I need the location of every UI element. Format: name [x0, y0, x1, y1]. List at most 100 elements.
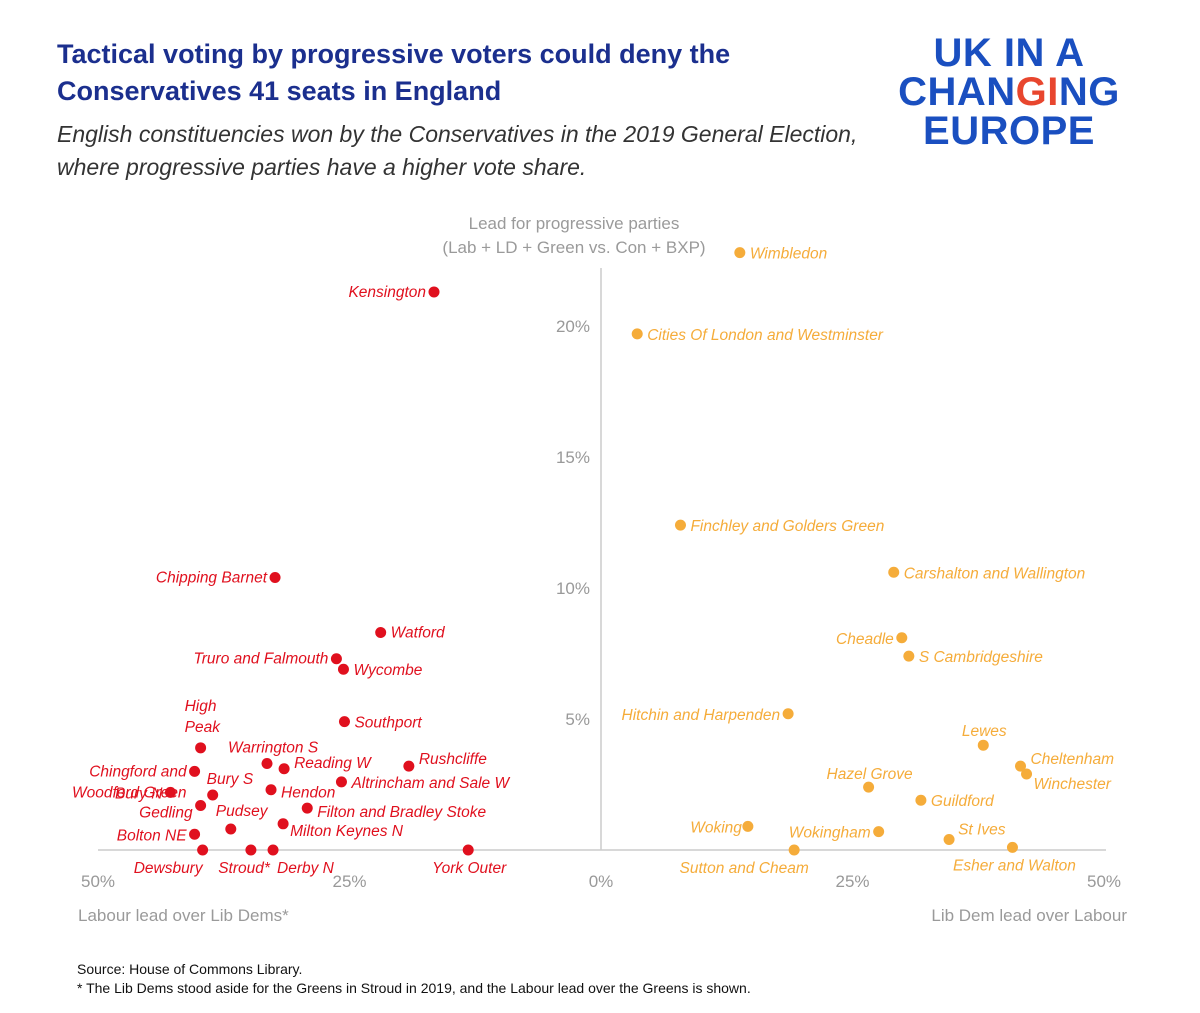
point-hitchin-and-harpenden	[782, 708, 794, 720]
data-points: Kensington Chipping Barnet Watford Truro an…	[72, 246, 1114, 877]
point-truro-and-falmouth	[330, 653, 342, 665]
point-gedling	[195, 799, 207, 811]
point-label: S Cambridgeshire	[919, 649, 1043, 666]
point-label: Filton and Bradley Stoke	[317, 804, 486, 821]
point-label: Cheltenham	[1031, 751, 1115, 768]
point-label: Guildford	[931, 793, 995, 810]
point-label: Cheadle	[836, 631, 894, 648]
uk-in-a-changing-europe-logo: UK IN A CHANGING EUROPE	[874, 31, 1144, 153]
point-label: Watford	[391, 625, 446, 642]
point-label: Truro and Falmouth	[193, 651, 328, 668]
x-tick-labels: 50% 25% 0% 25% 50%	[81, 872, 1121, 891]
point-label: Stroud*	[218, 860, 271, 877]
point-southport	[338, 716, 350, 728]
chart-footer: Source: House of Commons Library. * The …	[77, 960, 751, 998]
point-label: Carshalton and Wallington	[904, 565, 1086, 582]
x-tick-label: 50%	[81, 872, 115, 891]
point-label: Woking	[690, 819, 742, 836]
point-label: Lewes	[962, 723, 1007, 740]
point-label: Reading W	[294, 755, 372, 772]
point-warrington-s	[261, 758, 273, 770]
point-sutton-and-cheam	[788, 844, 800, 856]
logo-line-2b: G	[1015, 70, 1048, 114]
point-label: Bolton NE	[117, 827, 187, 844]
x-tick-label: 0%	[589, 872, 614, 891]
point-bury-s	[207, 789, 219, 801]
point-label: Wycombe	[353, 662, 422, 679]
chart-subtitle: English constituencies won by the Conser…	[57, 121, 858, 180]
logo-line-2c: I	[1047, 70, 1059, 114]
point-guildford	[915, 794, 927, 806]
logo-line-3: EUROPE	[923, 109, 1095, 153]
point-label: Hazel Grove	[827, 766, 914, 783]
y-tick-label: 20%	[556, 317, 590, 336]
point-stroud	[245, 844, 257, 856]
point-label: Derby N	[277, 860, 335, 877]
point-lewes	[977, 739, 989, 751]
point-label: High Peak	[185, 698, 222, 736]
point-label: Winchester	[1034, 776, 1112, 793]
point-label: Pudsey	[216, 803, 269, 820]
point-label: Altrincham and Sale W	[350, 775, 510, 792]
chart-title: Tactical voting by progressive voters co…	[57, 39, 731, 106]
point-high-peak	[195, 742, 207, 754]
point-label: Hendon	[281, 785, 335, 802]
logo-line-1: UK IN A	[933, 31, 1085, 75]
point-woking	[742, 820, 754, 832]
y-axis-title-line-2: (Lab + LD + Green vs. Con + BXP)	[442, 238, 705, 257]
point-label: Dewsbury	[134, 860, 204, 877]
footnote: * The Lib Dems stood aside for the Green…	[77, 980, 751, 996]
point-label: Finchley and Golders Green	[690, 518, 884, 535]
point-altrincham-and-sale-w	[335, 776, 347, 788]
point-label: Milton Keynes N	[290, 823, 404, 840]
logo-line-2: CHANGING	[874, 70, 1144, 114]
point-label: Bury S	[207, 771, 254, 788]
chart-axes: Lead for progressive parties (Lab + LD +…	[78, 214, 1127, 925]
point-milton-keynes-n	[277, 818, 289, 830]
point-carshalton-and-wallington	[888, 566, 900, 578]
point-derby-n	[267, 844, 279, 856]
point-st-ives	[943, 834, 955, 846]
y-axis-title-line-1: Lead for progressive parties	[469, 214, 680, 233]
point-cities-of-london-and-westminster	[631, 328, 643, 340]
point-label: Southport	[354, 715, 422, 732]
point-label: Chingford and Woodford Green	[72, 763, 188, 801]
point-york-outer	[462, 844, 474, 856]
point-label: St Ives	[958, 822, 1006, 839]
y-tick-label: 5%	[565, 710, 590, 729]
point-cheadle	[896, 632, 908, 644]
y-tick-label: 10%	[556, 579, 590, 598]
point-bolton-ne	[189, 828, 201, 840]
point-wimbledon	[734, 247, 746, 259]
point-label: Sutton and Cheam	[680, 860, 809, 877]
point-label: Wimbledon	[750, 246, 827, 263]
point-filton-and-bradley-stoke	[301, 802, 313, 814]
point-label: Kensington	[348, 284, 426, 301]
point-bury-n	[164, 786, 176, 798]
logo-line-2d: NG	[1058, 70, 1120, 114]
point-esher-and-walton	[1006, 841, 1018, 853]
y-tick-label: 15%	[556, 448, 590, 467]
y-tick-labels: 5% 10% 15% 20%	[556, 317, 590, 729]
point-hazel-grove	[863, 781, 875, 793]
source-note: Source: House of Commons Library.	[77, 961, 303, 977]
point-reading-w	[278, 763, 290, 775]
point-label: Gedling	[139, 804, 193, 821]
point-pudsey	[225, 823, 237, 835]
logo-line-2a: CHAN	[898, 70, 1016, 114]
point-chipping-barnet	[269, 572, 281, 584]
point-label: Esher and Walton	[953, 857, 1076, 874]
point-kensington	[428, 286, 440, 298]
x-tick-label: 25%	[332, 872, 366, 891]
point-rushcliffe	[403, 760, 415, 772]
point-chingford-and-woodford-green	[189, 765, 201, 777]
point-winchester	[1021, 768, 1033, 780]
x-tick-label: 25%	[835, 872, 869, 891]
x-axis-title-left: Labour lead over Lib Dems*	[78, 906, 289, 925]
point-label: Hitchin and Harpenden	[622, 707, 781, 724]
point-label: Wokingham	[789, 825, 871, 842]
x-axis-title-right: Lib Dem lead over Labour	[931, 906, 1127, 925]
point-cheltenham	[1015, 760, 1027, 772]
point-dewsbury	[197, 844, 209, 856]
